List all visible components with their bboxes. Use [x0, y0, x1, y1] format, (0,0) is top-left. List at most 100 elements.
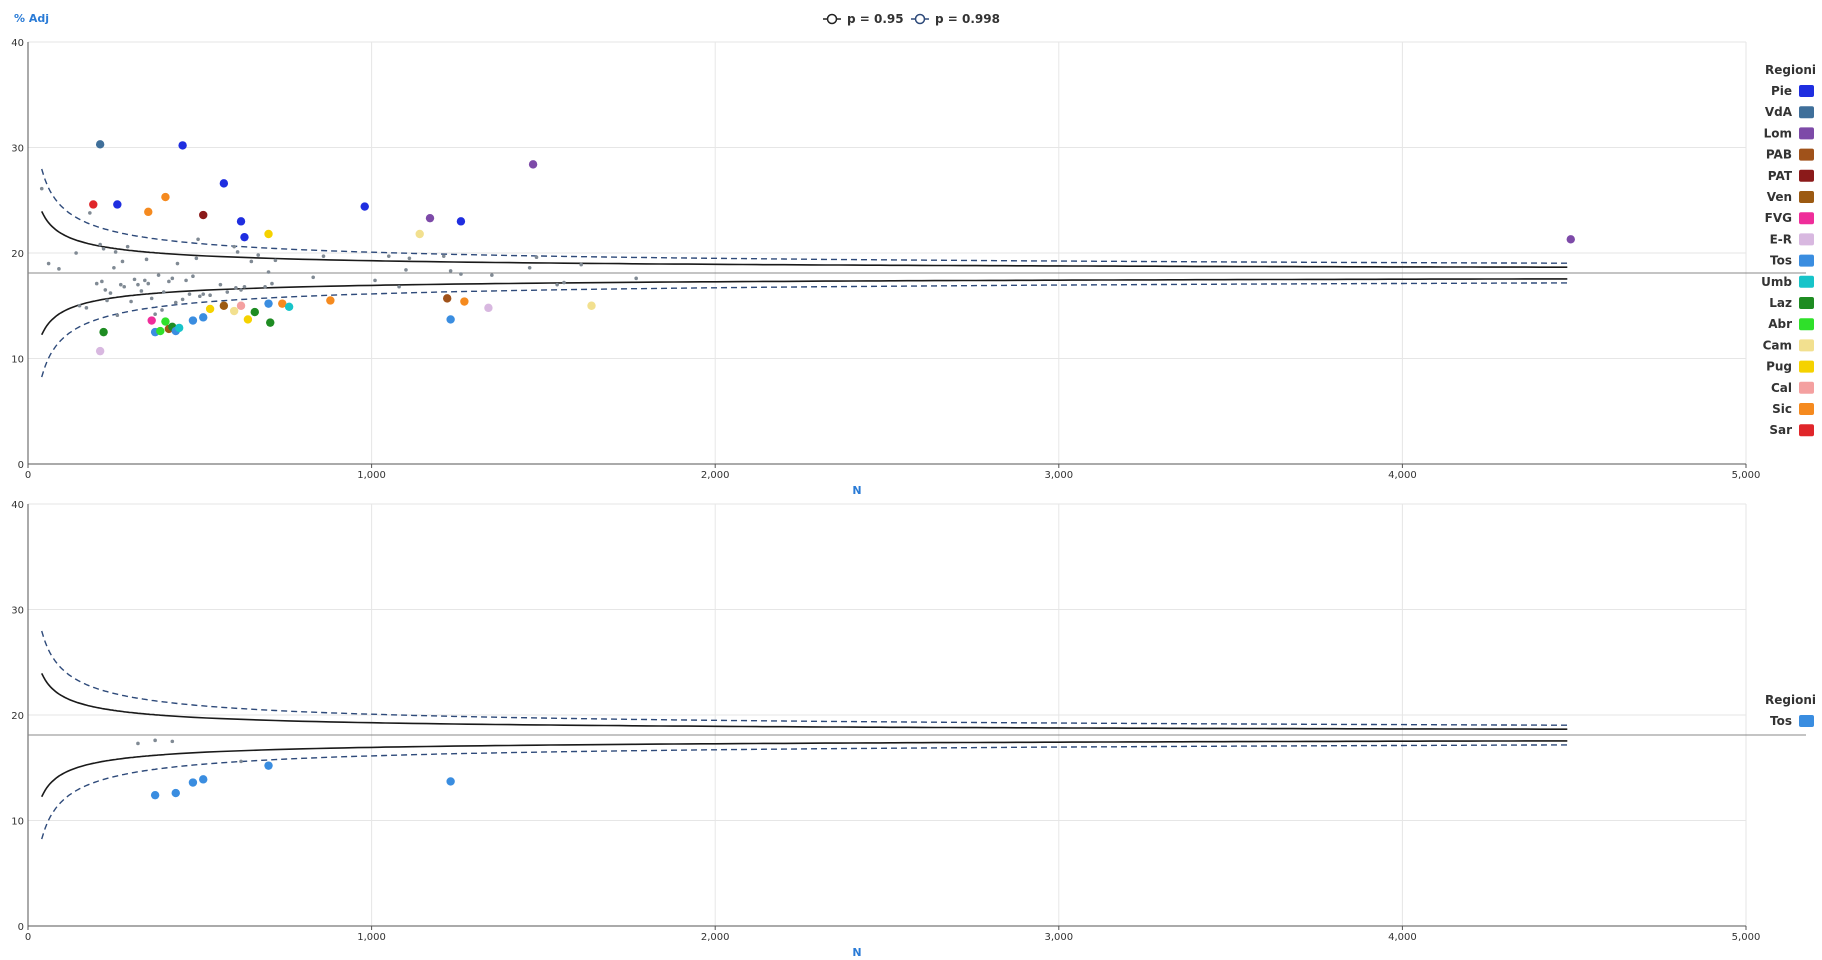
- point-lom[interactable]: [425, 213, 435, 223]
- region-points: [150, 761, 455, 800]
- background-point: [101, 246, 106, 251]
- legend-item-lom[interactable]: Lom: [1764, 126, 1814, 140]
- point-tos[interactable]: [199, 313, 208, 322]
- legend-item-pug[interactable]: Pug: [1766, 360, 1814, 374]
- point-abr[interactable]: [156, 326, 165, 336]
- point-pab[interactable]: [442, 294, 452, 303]
- legend-item-pat[interactable]: PAT: [1768, 169, 1814, 183]
- background-point: [196, 237, 200, 242]
- point-umb[interactable]: [174, 323, 184, 333]
- lower-limit-p998: [41, 744, 1568, 840]
- legend-item-sar[interactable]: Sar: [1769, 423, 1814, 437]
- limit-legend-item-p998[interactable]: p = 0.998: [911, 12, 1000, 26]
- legend-item-pie[interactable]: Pie: [1771, 84, 1814, 98]
- point-tos[interactable]: [199, 775, 208, 784]
- point-ven[interactable]: [219, 301, 229, 310]
- legend-item-fvg[interactable]: FVG: [1765, 211, 1814, 225]
- legend-item-tos[interactable]: Tos: [1770, 254, 1814, 268]
- legend-swatch: [1799, 275, 1814, 288]
- legend-swatch: [1799, 127, 1814, 140]
- legend-item-er[interactable]: E-R: [1770, 232, 1814, 246]
- legend-item-sic[interactable]: Sic: [1772, 402, 1814, 416]
- legend-swatch: [1799, 254, 1814, 267]
- legend-item-ven[interactable]: Ven: [1767, 190, 1814, 204]
- point-pie[interactable]: [456, 217, 466, 226]
- background-point: [39, 186, 44, 191]
- point-pug[interactable]: [243, 315, 253, 324]
- legend-item-tos[interactable]: Tos: [1770, 714, 1814, 728]
- point-cam[interactable]: [229, 306, 239, 316]
- legend-item-cal[interactable]: Cal: [1771, 381, 1814, 395]
- point-tos[interactable]: [150, 790, 160, 800]
- point-sic[interactable]: [161, 192, 170, 202]
- legend-item-pab[interactable]: PAB: [1766, 148, 1814, 162]
- background-point: [149, 296, 154, 301]
- point-tos[interactable]: [264, 299, 273, 308]
- legend-item-abr[interactable]: Abr: [1768, 317, 1814, 331]
- point-tos[interactable]: [264, 761, 273, 770]
- legend-item-umb[interactable]: Umb: [1761, 275, 1814, 289]
- background-point: [170, 276, 175, 281]
- background-point: [239, 288, 243, 292]
- point-pie[interactable]: [178, 141, 187, 150]
- legend-swatch: [1799, 169, 1814, 182]
- background-point: [153, 312, 157, 316]
- point-laz[interactable]: [99, 327, 108, 337]
- point-pie[interactable]: [360, 202, 369, 211]
- point-laz[interactable]: [250, 307, 259, 317]
- point-pat[interactable]: [199, 210, 208, 220]
- point-pie[interactable]: [240, 232, 249, 242]
- point-pug[interactable]: [264, 229, 273, 239]
- funnel-panel-all-regions: 0 1,000 2,000 3,000 4,000 5,000 0 10 20 30 40 N Regi…: [11, 38, 1816, 497]
- legend-item-vda[interactable]: VdA: [1765, 105, 1814, 119]
- point-er[interactable]: [95, 346, 105, 356]
- background-point: [239, 759, 243, 764]
- legend-swatch: [1799, 212, 1814, 225]
- point-er[interactable]: [484, 303, 493, 313]
- legend-item-label: Lom: [1764, 126, 1792, 140]
- x-tick-label: 0: [25, 932, 31, 943]
- point-sar[interactable]: [89, 200, 98, 209]
- y-tick-label: 40: [11, 38, 24, 49]
- point-sic[interactable]: [144, 207, 153, 217]
- point-sic[interactable]: [460, 297, 469, 306]
- legend-item-laz[interactable]: Laz: [1769, 296, 1814, 310]
- background-point: [232, 244, 236, 249]
- point-abr[interactable]: [161, 317, 170, 326]
- point-tos[interactable]: [188, 316, 198, 325]
- lower-limit-p95: [40, 740, 1568, 798]
- point-tos[interactable]: [188, 778, 198, 787]
- background-point: [208, 293, 212, 298]
- point-sic[interactable]: [326, 296, 335, 305]
- point-tos[interactable]: [446, 777, 455, 786]
- point-cal[interactable]: [236, 301, 246, 310]
- legend-item-cam[interactable]: Cam: [1763, 338, 1814, 352]
- limit-legend-label: p = 0.998: [935, 12, 1000, 26]
- point-tos[interactable]: [171, 788, 180, 798]
- background-point: [242, 284, 247, 289]
- background-point: [218, 282, 223, 287]
- limit-legend-item-p95[interactable]: p = 0.95: [823, 12, 904, 26]
- point-pie[interactable]: [219, 179, 229, 188]
- point-umb[interactable]: [284, 302, 294, 312]
- point-cam[interactable]: [415, 229, 424, 239]
- point-lom[interactable]: [528, 160, 538, 169]
- point-sic[interactable]: [278, 299, 287, 308]
- point-pie[interactable]: [236, 217, 246, 226]
- grid: [27, 41, 1747, 465]
- legend-swatch: [1799, 381, 1814, 394]
- background-point: [407, 256, 412, 261]
- background-point: [191, 274, 195, 279]
- point-tos[interactable]: [446, 315, 455, 324]
- point-lom[interactable]: [1566, 235, 1575, 244]
- point-pie[interactable]: [113, 200, 122, 209]
- point-pug[interactable]: [205, 304, 215, 314]
- point-cam[interactable]: [587, 301, 596, 310]
- point-vda[interactable]: [95, 140, 105, 149]
- background-point: [404, 268, 408, 272]
- legend-item-label: PAT: [1768, 169, 1793, 183]
- limit-legend[interactable]: p = 0.95 p = 0.998: [823, 12, 1000, 26]
- point-laz[interactable]: [266, 318, 275, 327]
- point-fvg[interactable]: [147, 316, 156, 325]
- y-tick-label: 10: [11, 355, 24, 366]
